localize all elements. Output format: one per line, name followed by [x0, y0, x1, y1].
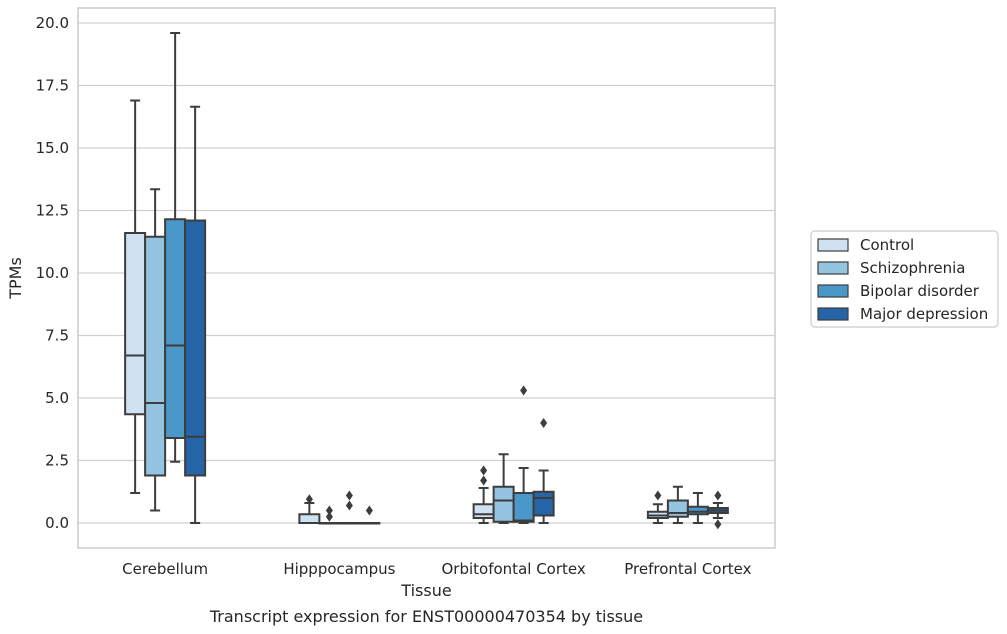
y-tick-label: 12.5: [36, 202, 69, 220]
x-tick-label: Orbitofontal Cortex: [442, 560, 586, 578]
y-axis-label: TPMs: [6, 257, 25, 300]
box: [318, 505, 341, 525]
outlier-point: [345, 500, 353, 511]
legend-label: Bipolar disorder: [860, 282, 980, 300]
outlier-point: [325, 505, 333, 516]
outlier-point: [714, 519, 722, 530]
box-body: [144, 235, 167, 477]
outlier-point: [520, 385, 528, 396]
box-body: [686, 505, 709, 516]
outlier-point: [480, 475, 488, 486]
outlier-point: [305, 494, 313, 505]
box: [164, 32, 187, 463]
plot-frame: [77, 7, 776, 549]
legend-swatch: [817, 261, 849, 275]
box: [666, 485, 689, 524]
outlier-point: [714, 490, 722, 501]
y-tick-label: 20.0: [36, 14, 69, 32]
box: [706, 490, 729, 530]
chart-caption: Transcript expression for ENST0000047035…: [209, 607, 643, 626]
box: [512, 385, 535, 524]
outlier-point: [325, 511, 333, 522]
outlier-point: [540, 418, 548, 428]
y-tick-label: 10.0: [36, 264, 69, 282]
box: [492, 453, 515, 524]
box: [472, 465, 495, 524]
x-axis: Cerebellum Hipppocampus Orbitofontal Corte…: [122, 560, 751, 578]
box: [646, 490, 669, 524]
box: [686, 492, 709, 524]
y-tick-label: 2.5: [45, 452, 69, 470]
box: [298, 494, 321, 524]
box-body: [124, 232, 147, 416]
box-body: [532, 490, 555, 517]
x-tick-label: Cerebellum: [122, 560, 208, 578]
box-series: [124, 32, 729, 530]
legend-label: Schizophrenia: [860, 259, 965, 277]
box: [338, 490, 361, 525]
y-tick-label: 0.0: [45, 514, 69, 532]
box: [124, 99, 147, 494]
box: [144, 188, 167, 512]
legend-swatch: [817, 307, 849, 321]
box: [358, 505, 381, 525]
x-axis-label: Tissue: [400, 581, 451, 600]
y-axis: 0.0 2.5 5.0 7.5 10.0 12.5 15.0 17.5 20.0: [36, 14, 69, 532]
outlier-point: [654, 490, 662, 501]
y-tick-label: 5.0: [45, 389, 69, 407]
x-tick-label: Prefrontal Cortex: [624, 560, 751, 578]
box-body: [184, 219, 207, 477]
box-body: [666, 499, 689, 518]
y-tick-label: 7.5: [45, 327, 69, 345]
box-body: [298, 513, 321, 524]
legend-label: Control: [860, 236, 914, 254]
y-tick-label: 15.0: [36, 139, 69, 157]
box-body: [512, 492, 535, 523]
legend-frame: [810, 230, 999, 328]
box-body: [164, 218, 187, 439]
legend: Control Schizophrenia Bipolar disorder Majo…: [810, 230, 999, 328]
box-body: [492, 485, 515, 523]
y-tick-label: 17.5: [36, 77, 69, 95]
legend-swatch: [817, 238, 849, 252]
box: [532, 418, 555, 524]
outlier-point: [365, 505, 373, 516]
x-tick-label: Hipppocampus: [283, 560, 395, 578]
outlier-point: [480, 465, 488, 476]
legend-label: Major depression: [860, 305, 988, 323]
outlier-point: [345, 490, 353, 501]
box-body: [472, 503, 495, 519]
box: [184, 105, 207, 524]
legend-swatch: [817, 284, 849, 298]
